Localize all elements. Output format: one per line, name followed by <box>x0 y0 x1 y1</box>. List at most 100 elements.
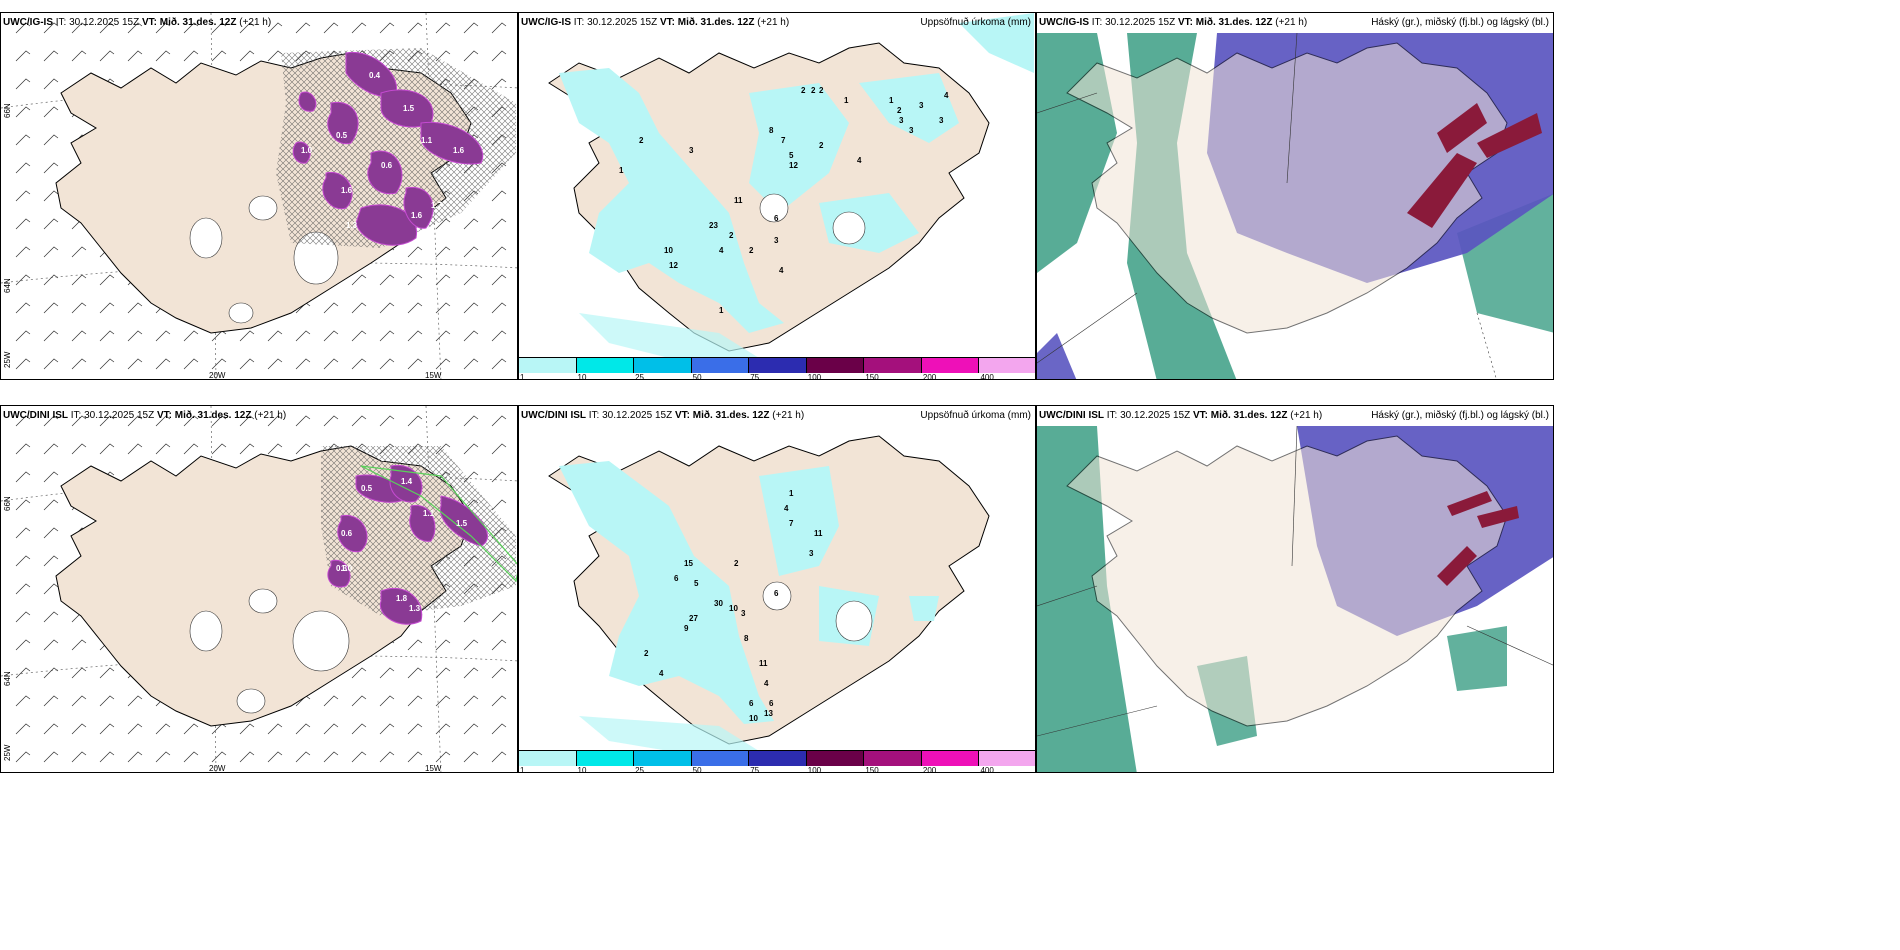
wind-barb <box>43 611 59 623</box>
vt-value: Mið. 31.des. 12Z <box>1210 410 1288 421</box>
colorbar-tick: 75 <box>750 766 760 773</box>
colorbar-swatch <box>979 750 1035 766</box>
it-label: IT: <box>573 17 585 28</box>
snow-value: 1.7 <box>431 201 443 210</box>
precip-value: 7 <box>781 136 786 145</box>
wind-barb <box>351 22 367 34</box>
wind-barb <box>435 302 451 314</box>
wind-barb <box>43 695 59 707</box>
wind-barb <box>239 415 255 427</box>
wind-barb <box>295 358 311 370</box>
wind-barb <box>323 723 339 735</box>
it-value: 30.12.2025 15Z <box>602 410 673 421</box>
wind-barb <box>155 330 171 342</box>
wind-barb <box>99 695 115 707</box>
precip-value: 4 <box>764 679 769 688</box>
precip-value: 11 <box>759 659 768 668</box>
wind-barb <box>463 50 479 62</box>
precip-value: 4 <box>944 91 949 100</box>
wind-barb <box>435 50 451 62</box>
wind-barb <box>99 22 115 34</box>
colorbar-swatch <box>921 750 980 766</box>
wind-barb <box>435 274 451 286</box>
panel-header: UWC/DINI ISL IT: 30.12.2025 15Z VT: Mið.… <box>521 410 804 421</box>
it-value: 30.12.2025 15Z <box>587 17 658 28</box>
cloud-map-bottom-canvas <box>1037 406 1553 772</box>
wind-barb <box>15 330 31 342</box>
lead-time: (+21 h) <box>1290 410 1323 421</box>
wind-barb <box>267 330 283 342</box>
wind-barb <box>463 443 479 455</box>
wind-barb <box>491 723 507 735</box>
wind-barb <box>463 723 479 735</box>
precip-value: 11 <box>814 529 823 538</box>
colorbar-tick: 100 <box>807 373 822 380</box>
wind-barb <box>183 415 199 427</box>
lat-66n-label: 66N <box>3 496 12 511</box>
snow-value: 0.4 <box>369 71 381 80</box>
wind-barb <box>379 751 395 763</box>
wind-barb <box>239 443 255 455</box>
it-label: IT: <box>1106 410 1118 421</box>
wind-barb <box>407 695 423 707</box>
wind-barb <box>43 443 59 455</box>
lead-time: (+21 h) <box>254 410 287 421</box>
wind-snow-map-bottom-canvas: 0.5 1.4 1.1 0.3 1.5 0.6 1.81.3 1.0 <box>1 406 517 772</box>
colorbar-tick: 25 <box>635 766 645 773</box>
wind-barb <box>183 443 199 455</box>
lead-time: (+21 h) <box>772 410 805 421</box>
wind-barb <box>155 50 171 62</box>
wind-barb <box>351 667 367 679</box>
it-value: 30.12.2025 15Z <box>84 410 155 421</box>
wind-barb <box>295 330 311 342</box>
colorbar-swatch <box>691 750 750 766</box>
snow-value: 1.6 <box>341 186 353 195</box>
wind-barb <box>183 723 199 735</box>
wind-barb <box>407 415 423 427</box>
lon-20w-label: 20W <box>209 764 226 773</box>
wind-barb <box>43 134 59 146</box>
wind-barb <box>127 302 143 314</box>
wind-barb <box>71 274 87 286</box>
wind-barb <box>155 22 171 34</box>
wind-barb <box>15 358 31 370</box>
wind-barb <box>435 751 451 763</box>
wind-barb <box>71 50 87 62</box>
wind-barb <box>211 443 227 455</box>
wind-barb <box>43 246 59 258</box>
precip-value: 6 <box>769 699 774 708</box>
wind-barb <box>43 302 59 314</box>
precip-value: 27 <box>689 614 698 623</box>
wind-barb <box>127 415 143 427</box>
snow-value: 1.0 <box>301 146 313 155</box>
colorbar-swatch <box>864 357 922 373</box>
wind-barb <box>491 695 507 707</box>
panel-header: UWC/DINI ISL IT: 30.12.2025 15Z VT: Mið.… <box>3 410 286 421</box>
wind-barb <box>407 667 423 679</box>
wind-barb <box>491 611 507 623</box>
wind-barb <box>267 723 283 735</box>
precip-value: 9 <box>684 624 689 633</box>
wind-barb <box>463 218 479 230</box>
wind-barb <box>463 751 479 763</box>
wind-barb <box>99 50 115 62</box>
wind-barb <box>435 639 451 651</box>
wind-barb <box>435 22 451 34</box>
wind-barb <box>15 443 31 455</box>
snow-value: 0.5 <box>361 484 373 493</box>
precip-value: 4 <box>857 156 862 165</box>
wind-barb <box>127 50 143 62</box>
wind-barb <box>491 443 507 455</box>
precip-value: 3 <box>809 549 814 558</box>
precip-value: 6 <box>774 214 779 223</box>
wind-barb <box>239 751 255 763</box>
wind-barb <box>463 330 479 342</box>
colorbar-swatch <box>519 750 577 766</box>
wind-barb <box>15 667 31 679</box>
wind-barb <box>15 162 31 174</box>
wind-barb <box>351 751 367 763</box>
panel-header: UWC/DINI ISL IT: 30.12.2025 15Z VT: Mið.… <box>1039 410 1322 421</box>
precip-value: 2 <box>819 86 824 95</box>
